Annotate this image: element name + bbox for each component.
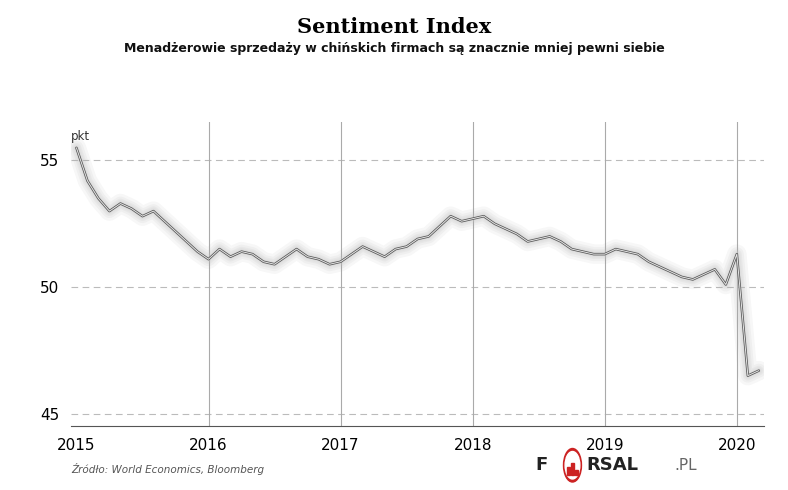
Text: Menadżerowie sprzedaży w chińskich firmach są znacznie mniej pewni siebie: Menadżerowie sprzedaży w chińskich firma…	[124, 42, 664, 55]
Circle shape	[563, 448, 582, 482]
Text: pkt: pkt	[71, 130, 90, 143]
Circle shape	[565, 451, 580, 479]
FancyBboxPatch shape	[571, 463, 574, 475]
Text: Sentiment Index: Sentiment Index	[297, 17, 491, 37]
Text: F: F	[536, 456, 548, 474]
FancyBboxPatch shape	[567, 467, 570, 475]
Text: RSAL: RSAL	[586, 456, 638, 474]
Text: Źródło: World Economics, Bloomberg: Źródło: World Economics, Bloomberg	[71, 464, 264, 475]
Text: .PL: .PL	[674, 458, 697, 473]
FancyBboxPatch shape	[575, 469, 578, 475]
